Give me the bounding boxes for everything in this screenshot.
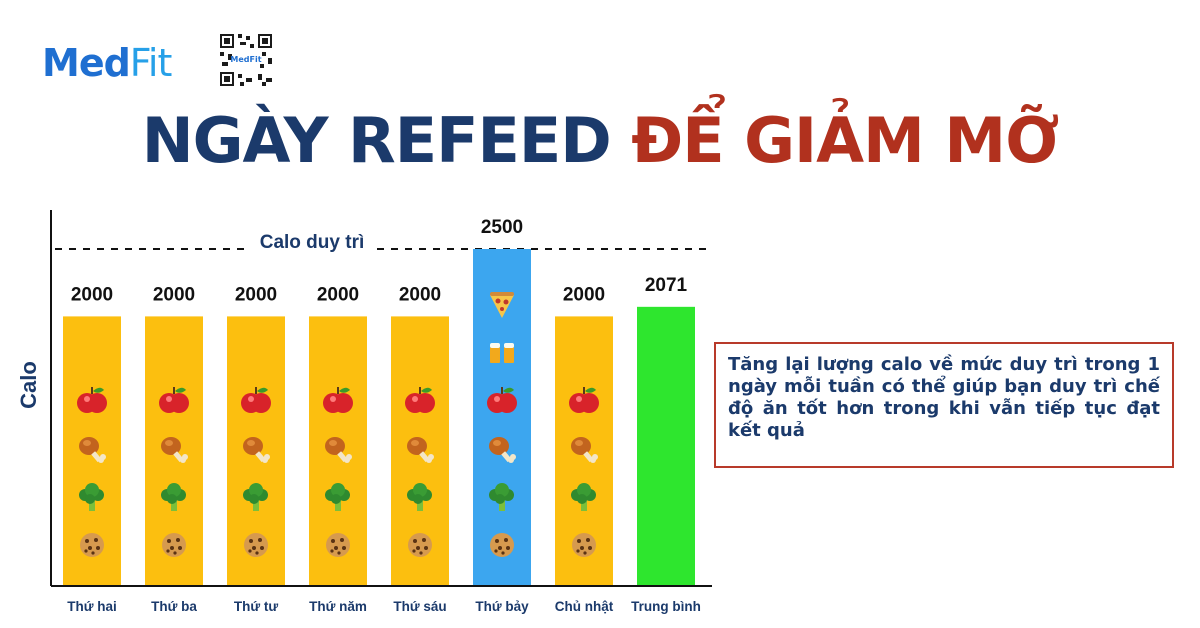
x-tick-label: Thứ bảy	[475, 599, 529, 614]
bar-value-label: 2000	[399, 284, 441, 305]
bar-value-label: 2000	[153, 284, 195, 305]
x-tick-label: Chủ nhật	[555, 599, 614, 614]
bar-value-label: 2000	[235, 284, 277, 305]
cookie-icon	[572, 533, 596, 557]
bar-value-label: 2000	[563, 284, 605, 305]
cookie-icon	[326, 533, 350, 557]
bar-value-label: 2000	[71, 284, 113, 305]
title-part1: NGÀY REFEED	[141, 104, 612, 177]
brand-name-part1: Med	[42, 41, 131, 85]
page-title: NGÀY REFEED ĐỂ GIẢM MỠ	[0, 104, 1200, 178]
info-note-box: Tăng lại lượng calo về mức duy trì trong…	[714, 342, 1174, 468]
x-tick-label: Thứ tư	[234, 599, 279, 614]
cookie-icon	[162, 533, 186, 557]
maintenance-line-label: Calo duy trì	[260, 232, 365, 253]
title-part2: ĐỂ GIẢM MỠ	[631, 104, 1059, 177]
bar-value-label: 2000	[317, 284, 359, 305]
qr-code-icon: MedFit	[218, 32, 274, 88]
cookie-icon	[490, 533, 514, 557]
bar-value-label: 2500	[481, 217, 523, 238]
bar-value-label: 2071	[645, 275, 688, 296]
cookie-icon	[408, 533, 432, 557]
cookie-icon	[80, 533, 104, 557]
cookie-icon	[244, 533, 268, 557]
bar-8	[637, 306, 695, 586]
x-tick-label: Trung bình	[631, 599, 701, 614]
x-tick-label: Thứ ba	[151, 599, 197, 614]
x-tick-label: Thứ năm	[309, 599, 367, 614]
brand-logo: MedFit	[42, 41, 173, 85]
qr-caption: MedFit	[230, 55, 261, 64]
x-tick-label: Thứ hai	[67, 599, 117, 614]
x-tick-label: Thứ sáu	[393, 599, 446, 614]
brand-name-part2: Fit	[129, 41, 173, 85]
